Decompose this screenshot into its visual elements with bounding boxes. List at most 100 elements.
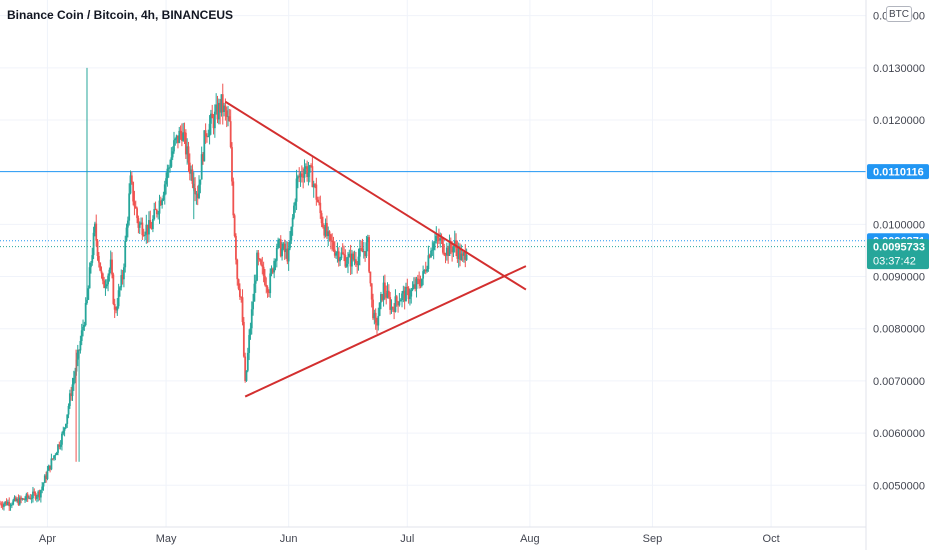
- candle-body: [372, 299, 374, 319]
- candle-body: [28, 497, 30, 499]
- candle-body: [62, 430, 65, 434]
- candle-body: [204, 130, 207, 137]
- candle-body: [142, 235, 145, 237]
- candle-body: [257, 252, 260, 259]
- candle-body: [402, 290, 405, 294]
- candle-body: [209, 113, 212, 124]
- candle-body: [278, 239, 281, 241]
- candle-body: [451, 248, 454, 253]
- candle-body: [352, 253, 355, 260]
- candle-body: [4, 501, 7, 504]
- candle-body: [228, 116, 231, 122]
- candle-body: [274, 260, 277, 262]
- candle-body: [241, 297, 244, 322]
- candle-body: [182, 132, 185, 141]
- candle-body: [287, 248, 290, 262]
- candle-body: [277, 239, 280, 248]
- candle-body: [235, 235, 237, 260]
- candle-body: [216, 104, 219, 120]
- candle-body: [74, 371, 77, 378]
- candle-body: [111, 259, 113, 275]
- candle-body: [412, 284, 415, 288]
- candle-body: [347, 256, 349, 264]
- candle-body: [327, 231, 330, 237]
- candle-body: [76, 349, 79, 360]
- candle-body: [7, 501, 9, 505]
- candle-body: [453, 240, 456, 247]
- candle-body: [232, 181, 235, 216]
- candle-body: [95, 223, 98, 241]
- y-tick-label: 0.0060000: [873, 428, 925, 440]
- candle-body: [249, 328, 252, 336]
- y-tick-label: 0.0070000: [873, 376, 925, 388]
- candle-body: [264, 275, 266, 285]
- candle-body: [117, 290, 120, 307]
- candle-body: [426, 269, 428, 272]
- candle-body: [449, 241, 452, 249]
- candle-body: [238, 288, 241, 297]
- candle-body: [389, 297, 392, 310]
- candle-body: [254, 280, 257, 284]
- candle-body: [12, 500, 15, 505]
- candle-body: [308, 165, 311, 173]
- candle-body: [94, 223, 96, 233]
- candle-body: [423, 269, 426, 272]
- candle-body: [377, 315, 380, 326]
- candle-body: [464, 252, 467, 260]
- candle-body: [159, 200, 162, 206]
- candle-body: [310, 165, 312, 167]
- candle-body: [369, 271, 372, 284]
- candle-body: [460, 253, 463, 261]
- candle-body: [227, 116, 229, 118]
- candle-body: [109, 259, 112, 270]
- candle-body: [103, 280, 106, 288]
- candle-body: [41, 486, 44, 491]
- candle-body: [414, 284, 417, 289]
- candle-body: [357, 256, 360, 266]
- candle-body: [29, 497, 32, 500]
- candle-body: [397, 301, 399, 306]
- y-tick-label: 0.0130000: [873, 63, 925, 75]
- candle-body: [295, 178, 298, 202]
- candle-body: [265, 284, 268, 288]
- candle-body: [253, 283, 256, 302]
- candle-body: [358, 248, 361, 257]
- candle-body: [456, 248, 459, 259]
- candle-body: [215, 104, 218, 112]
- candle-body: [244, 356, 247, 381]
- candle-body: [152, 219, 154, 229]
- candle-body: [157, 213, 160, 215]
- candle-body: [452, 246, 455, 253]
- last-price-tag-bg: [867, 239, 929, 270]
- candle-body: [183, 132, 186, 134]
- candle-body: [398, 301, 401, 306]
- currency-badge[interactable]: BTC: [886, 6, 912, 22]
- candle-body: [387, 290, 390, 298]
- candle-body: [395, 296, 398, 302]
- candle-body: [324, 223, 327, 236]
- candle-body: [8, 501, 11, 507]
- candle-body: [34, 492, 37, 499]
- candle-body: [16, 498, 19, 502]
- candle-body: [258, 258, 261, 260]
- candle-body: [270, 268, 273, 274]
- candle-body: [329, 234, 332, 241]
- candle-body: [448, 241, 451, 256]
- candle-body: [391, 307, 394, 309]
- candle-body: [54, 454, 57, 456]
- candle-body: [66, 414, 69, 424]
- candle-body: [463, 252, 465, 256]
- candle-body: [415, 278, 418, 289]
- candle-body: [170, 157, 173, 167]
- candle-body: [281, 248, 283, 257]
- candle-body: [140, 222, 142, 224]
- candle-body: [68, 393, 71, 406]
- x-tick-label: Oct: [763, 533, 780, 545]
- candle-body: [58, 444, 61, 447]
- candle-body: [45, 475, 48, 479]
- candle-body: [63, 427, 66, 431]
- candle-body: [345, 263, 348, 267]
- candle-body: [366, 237, 369, 243]
- candle-body: [439, 238, 442, 241]
